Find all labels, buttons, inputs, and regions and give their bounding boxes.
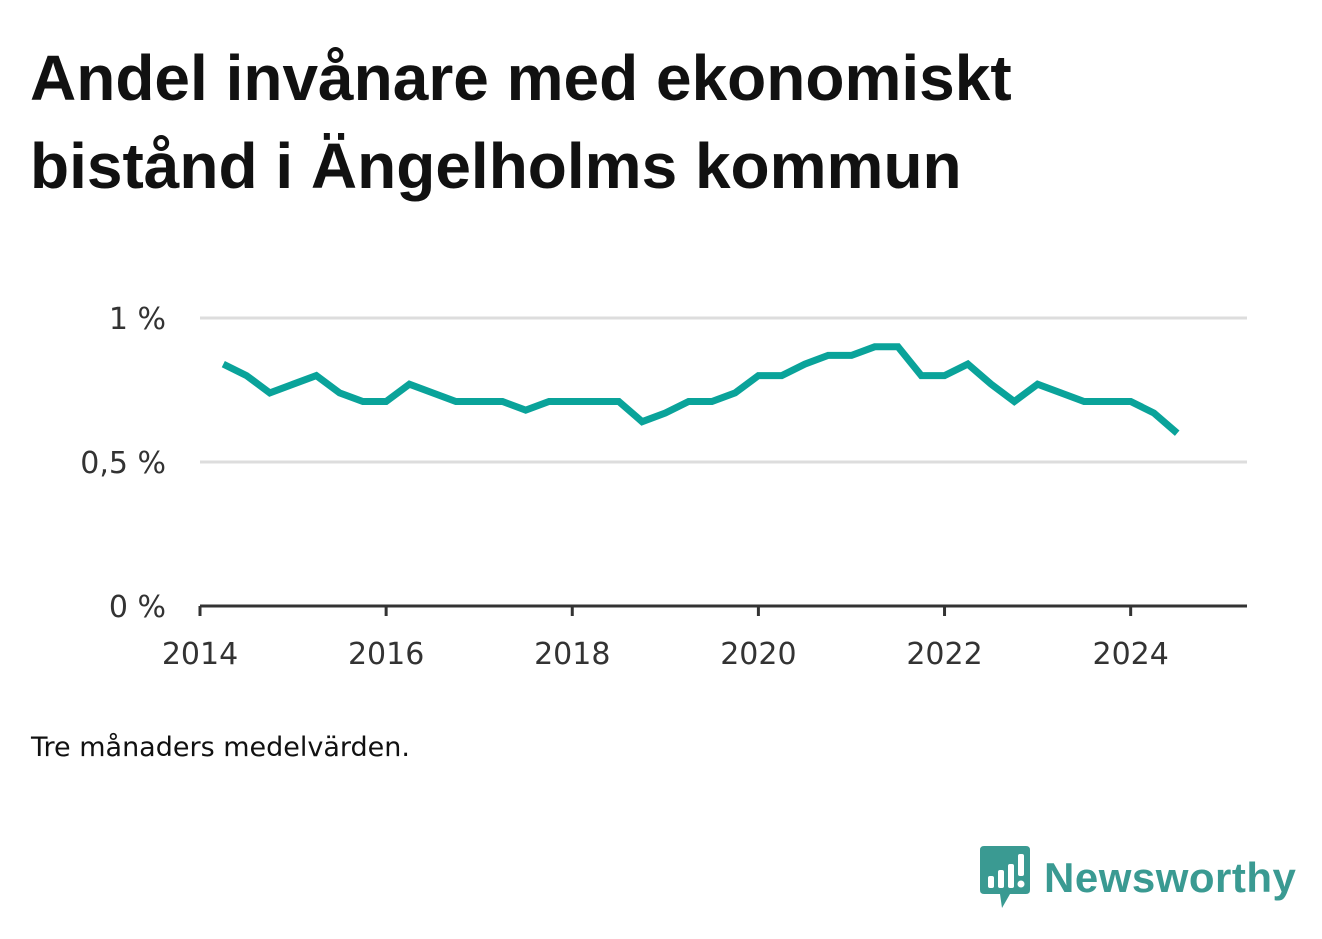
x-tick-label: 2014 [162,637,238,672]
brand-name: Newsworthy [1044,854,1297,901]
y-axis-labels: 0 % 0,5 % 1 % [80,302,166,625]
x-tick-label: 2022 [906,637,982,672]
bar-chart-speech-bubble-icon [980,846,1030,908]
x-axis: 2014 2016 2018 2020 2022 2024 [162,604,1247,672]
line-chart: 0 % 0,5 % 1 % 2014 2016 2018 2020 2022 2024 [80,302,1247,672]
y-tick-label: 0 % [109,590,166,625]
x-tick-label: 2024 [1092,637,1168,672]
x-tick-label: 2018 [534,637,610,672]
chart-title: Andel invånare med ekonomiskt bistånd i … [30,42,1012,202]
y-tick-label: 1 % [109,302,166,337]
y-tick-label: 0,5 % [80,446,166,481]
x-tick-label: 2016 [348,637,424,672]
series-line [221,343,1180,436]
grid-lines [200,316,1247,464]
series-layer [221,343,1180,436]
x-tick-label: 2020 [720,637,796,672]
chart-note: Tre månaders medelvärden. [31,732,410,763]
brand-logo: Newsworthy [980,846,1296,910]
